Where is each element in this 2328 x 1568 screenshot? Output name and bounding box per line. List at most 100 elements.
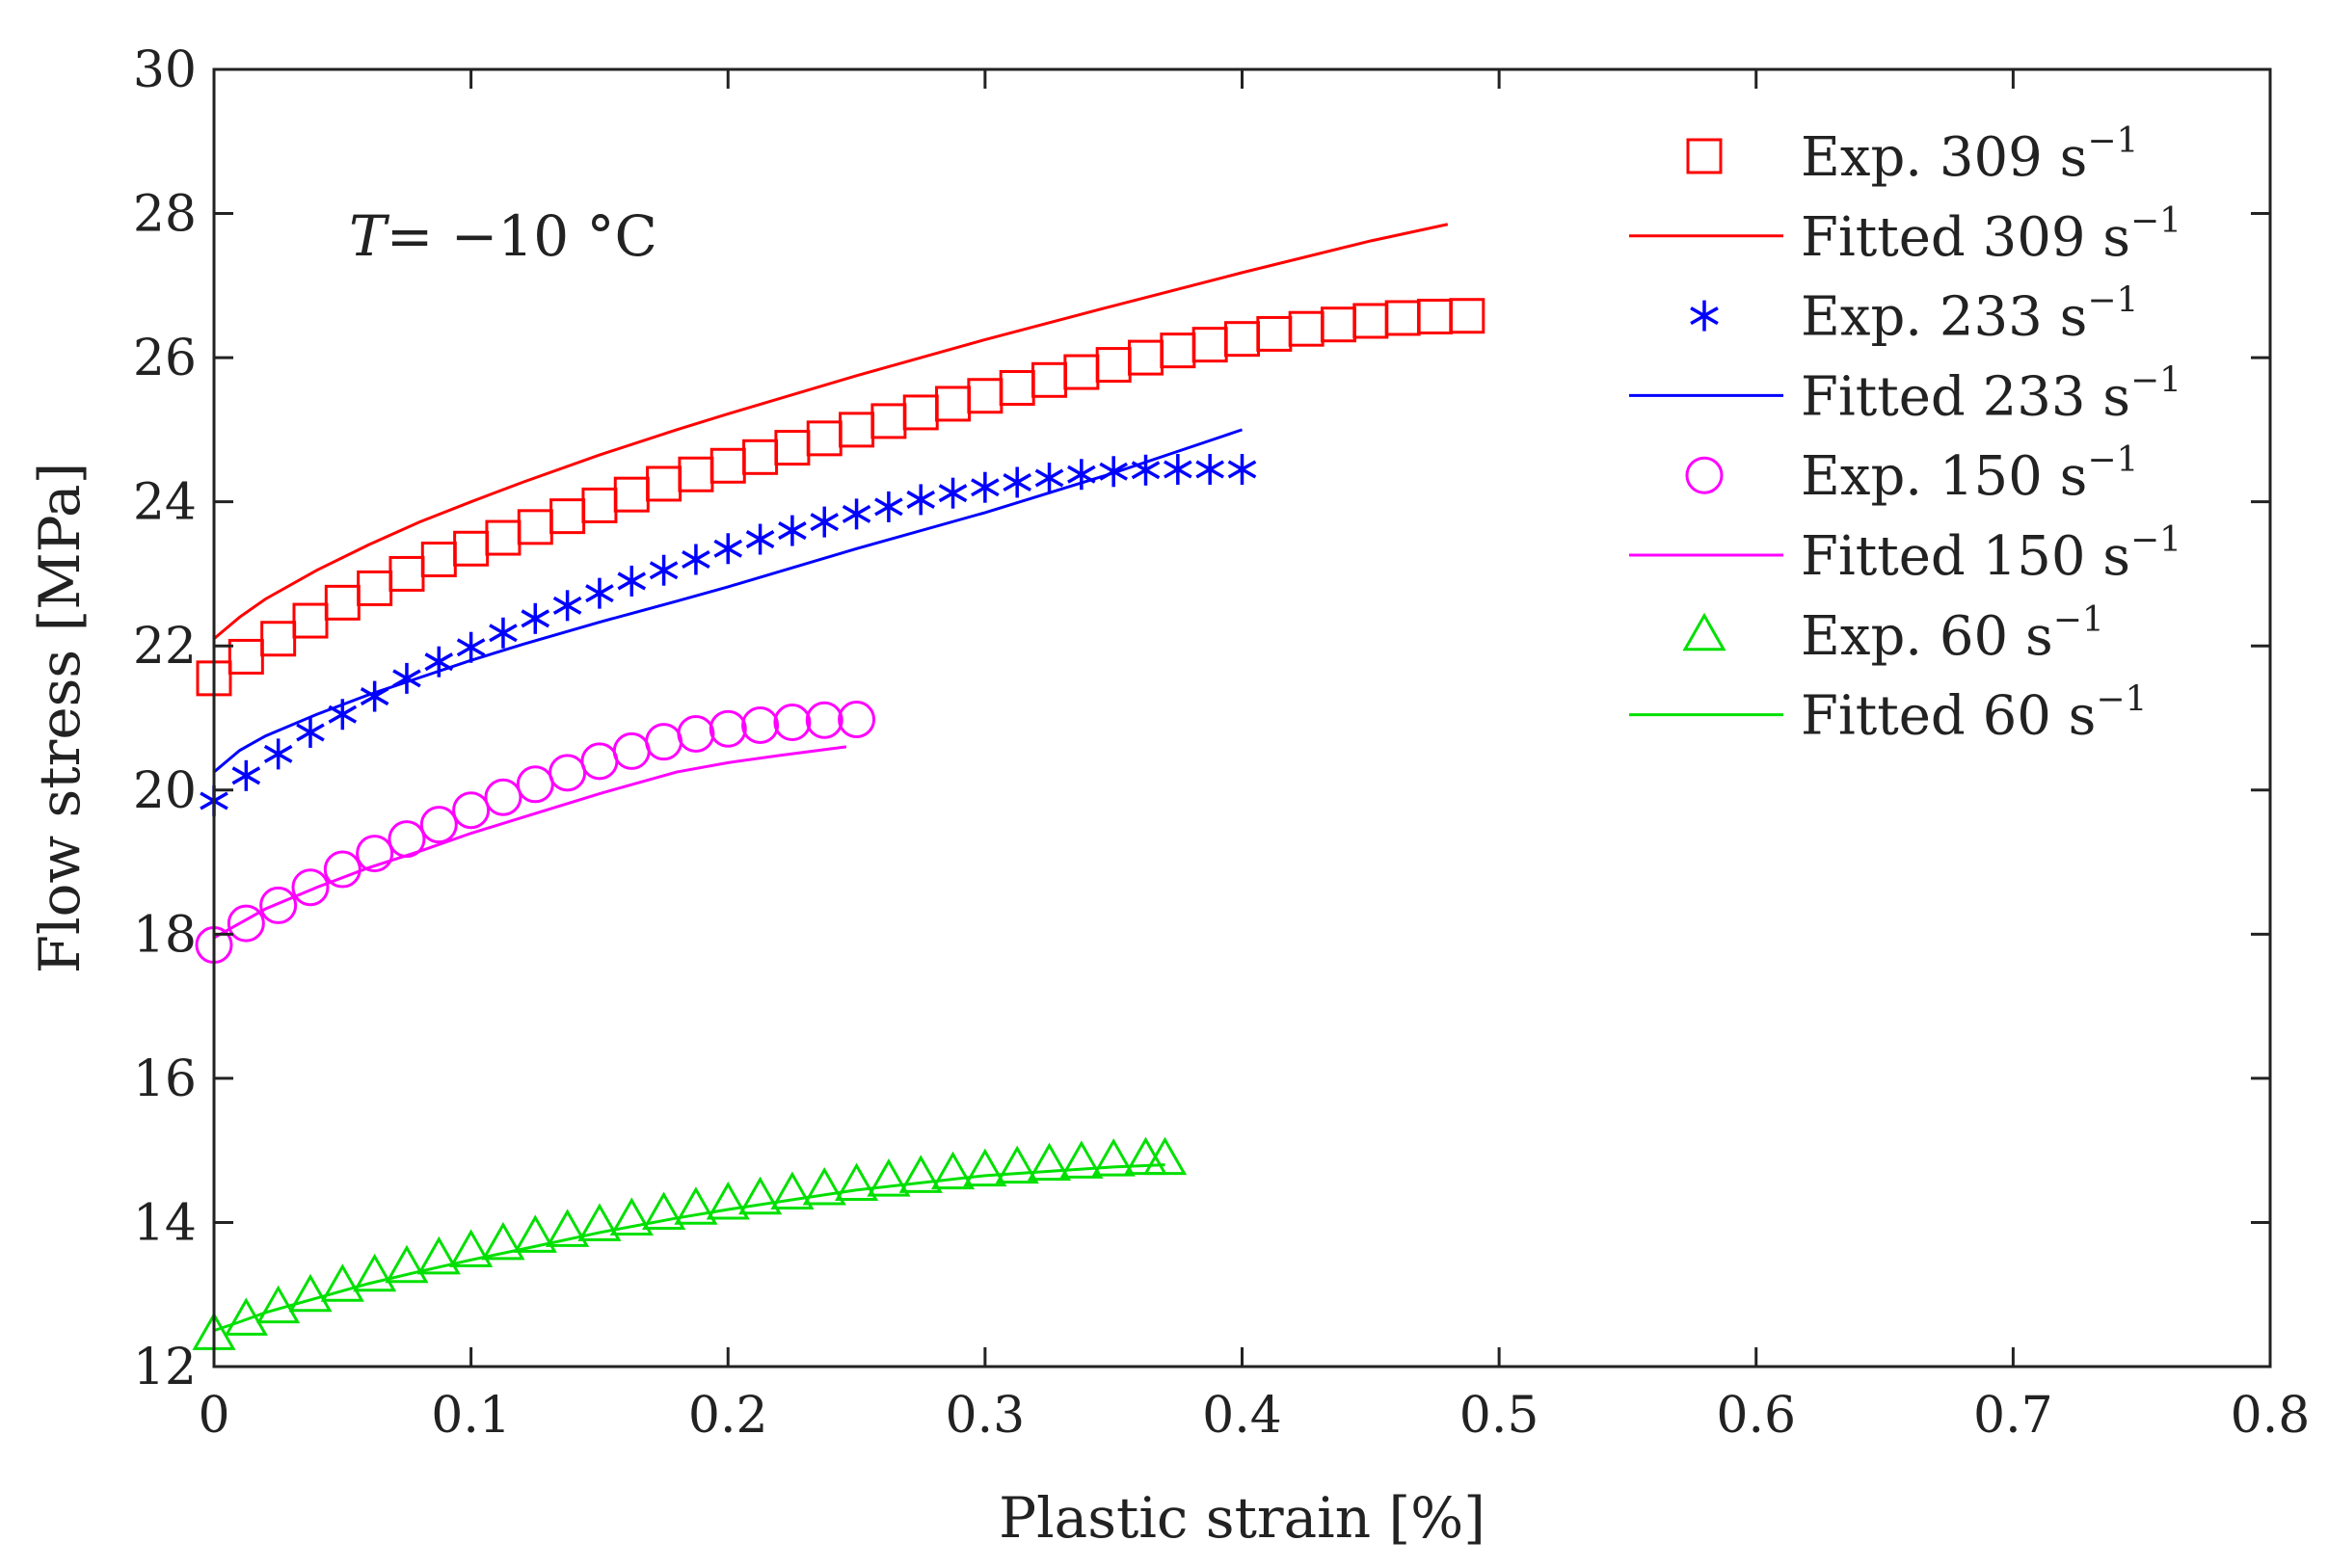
tick-labels: 0 0.1 0.2 0.3 0.4 0.5 0.6 0.7 0.8 12 14 16 18 20 22 24 2… xyxy=(133,41,2311,1445)
asterisk-stroke xyxy=(552,596,582,615)
asterisk-stroke xyxy=(1003,472,1031,492)
data-point xyxy=(737,1176,783,1215)
data-point xyxy=(1027,1142,1072,1182)
data-point xyxy=(741,705,780,744)
legend-label: Exp. 60 s−1 xyxy=(1801,600,2104,668)
asterisk-stroke xyxy=(1067,465,1096,484)
asterisk-stroke xyxy=(585,584,614,603)
data-point xyxy=(802,1167,846,1206)
data-point xyxy=(552,590,582,622)
data-point xyxy=(227,904,265,943)
x-tick-label: 0.6 xyxy=(1716,1387,1796,1445)
data-point xyxy=(1449,298,1485,334)
series-3-line xyxy=(213,428,1243,774)
legend-marker-swatch xyxy=(1690,300,1719,332)
data-point xyxy=(296,716,325,748)
data-point xyxy=(521,602,550,634)
legend-label-superscript: −1 xyxy=(2130,360,2181,400)
legend-label-text: Exp. 60 s xyxy=(1801,605,2053,668)
series-5-line xyxy=(213,745,847,940)
legend-label: Fitted 60 s−1 xyxy=(1801,680,2147,748)
data-point xyxy=(1059,1140,1104,1179)
data-point xyxy=(773,703,812,741)
data-point xyxy=(419,806,458,844)
legend-marker-swatch xyxy=(1686,138,1723,174)
data-point xyxy=(1142,1136,1188,1176)
asterisk-stroke xyxy=(713,539,743,558)
x-tick-label: 0.1 xyxy=(431,1387,511,1445)
data-point xyxy=(867,1158,911,1197)
asterisk-stroke xyxy=(906,490,936,509)
data-point xyxy=(898,1155,943,1193)
data-point xyxy=(323,850,361,889)
asterisk-stroke xyxy=(938,484,968,503)
legend-label: Fitted 233 s−1 xyxy=(1801,360,2181,428)
data-point xyxy=(1091,1138,1136,1177)
y-tick-label: 16 xyxy=(133,1050,197,1108)
annotation-value: = −10 °C xyxy=(387,203,657,269)
legend-label-superscript: −1 xyxy=(2130,520,2181,560)
data-point xyxy=(231,759,261,791)
data-point xyxy=(938,477,968,509)
legend-label-text: Fitted 60 s xyxy=(1801,685,2096,748)
asterisk-stroke xyxy=(1195,460,1224,479)
data-point xyxy=(706,1181,750,1220)
legend-label-superscript: −1 xyxy=(2130,201,2181,241)
data-point xyxy=(617,565,647,597)
asterisk-stroke xyxy=(1690,306,1719,326)
asterisk-stroke xyxy=(1034,468,1064,488)
data-point xyxy=(452,791,491,830)
y-tick-label: 22 xyxy=(133,618,197,676)
asterisk-stroke xyxy=(745,530,775,549)
temperature-annotation: T= −10 °C xyxy=(349,203,657,269)
series-7-line xyxy=(213,1163,1165,1333)
legend-item-7: Fitted 60 s−1 xyxy=(1629,680,2147,748)
asterisk-stroke xyxy=(1227,460,1257,479)
data-point xyxy=(481,1221,525,1261)
legend-label-superscript: −1 xyxy=(2087,121,2138,161)
legend-item-0: Exp. 309 s−1 xyxy=(1686,121,2138,189)
legend-marker-swatch xyxy=(1682,612,1726,651)
data-point xyxy=(745,523,775,555)
asterisk-stroke xyxy=(810,513,840,532)
asterisk-stroke xyxy=(682,549,710,570)
data-point xyxy=(259,886,298,924)
series-0-markers xyxy=(196,298,1485,697)
legend-marker-swatch xyxy=(1685,456,1724,494)
x-axis-label: Plastic strain [%] xyxy=(999,1485,1485,1551)
asterisk-stroke xyxy=(1131,461,1161,480)
data-point xyxy=(682,544,710,575)
data-point xyxy=(449,1229,494,1267)
data-point xyxy=(971,471,1000,503)
data-point xyxy=(416,1236,461,1275)
data-point xyxy=(263,738,293,770)
data-point xyxy=(874,491,903,522)
asterisk-stroke xyxy=(617,571,647,591)
data-point xyxy=(292,602,329,639)
legend-label: Exp. 309 s−1 xyxy=(1801,121,2138,189)
data-point xyxy=(838,700,876,738)
x-tick-label: 0 xyxy=(198,1387,229,1445)
data-point xyxy=(320,1263,364,1302)
asterisk-stroke xyxy=(296,723,325,742)
asterisk-stroke xyxy=(874,497,903,517)
legend-label-superscript: −1 xyxy=(2096,680,2147,720)
plot-series xyxy=(192,223,1485,1350)
asterisk-stroke xyxy=(842,504,871,523)
legend-item-2: Exp. 233 s−1 xyxy=(1690,281,2138,349)
legend-label-text: Fitted 309 s xyxy=(1801,206,2130,269)
data-point xyxy=(456,631,486,663)
data-point xyxy=(709,709,747,748)
data-point xyxy=(227,638,264,675)
data-point xyxy=(770,1171,815,1210)
legend-item-4: Exp. 150 s−1 xyxy=(1685,440,2138,508)
data-point xyxy=(906,484,936,516)
asterisk-stroke xyxy=(778,521,807,541)
asterisk-stroke xyxy=(521,609,550,628)
legend-label: Fitted 309 s−1 xyxy=(1801,201,2181,269)
data-point xyxy=(649,554,679,586)
data-point xyxy=(642,1191,686,1230)
ticks xyxy=(212,67,2272,1369)
asterisk-stroke xyxy=(231,766,261,785)
